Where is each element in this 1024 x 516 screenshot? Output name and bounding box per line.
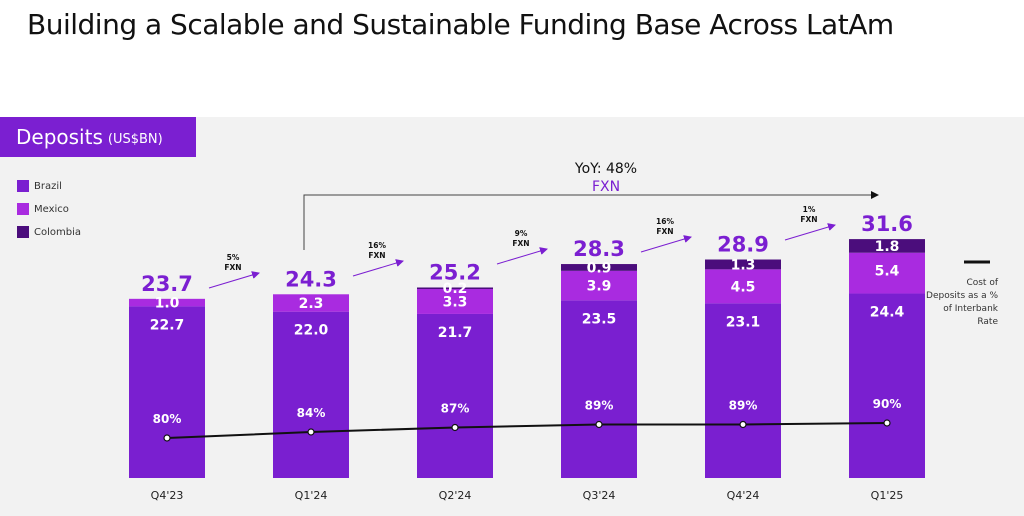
legend-swatch [17,203,29,215]
cost-label: 87% [441,402,470,416]
bar-segment-mexico [561,270,637,301]
x-tick-label: Q1'25 [871,489,904,502]
total-label: 28.9 [717,233,769,257]
bar-segment-colombia [417,287,493,289]
growth-label: FXN [224,263,241,272]
cost-label: 84% [297,406,326,420]
data-label: 22.0 [294,323,329,339]
bar-segment-mexico [273,294,349,312]
cost-point [451,423,459,432]
x-tick-label: Q4'24 [727,489,760,502]
bar-segment-brazil [705,303,781,478]
bar-segment-mexico [129,298,205,307]
growth-label: FXN [368,251,385,260]
data-label: 3.3 [443,294,468,310]
data-label: 1.3 [731,257,756,273]
growth-pct: 16% [368,241,386,250]
bar-segment-mexico [705,269,781,304]
legend-swatch [17,226,29,238]
data-label: 22.7 [150,317,185,333]
x-tick-label: Q3'24 [583,489,616,502]
x-tick-label: Q1'24 [295,489,328,502]
x-tick-label: Q2'24 [439,489,472,502]
growth-pct: 1% [803,205,816,214]
data-label: 0.9 [587,260,612,276]
total-label: 28.3 [573,237,625,261]
legend-swatch [17,180,29,192]
data-label: 0.2 [443,281,468,297]
cost-label: 80% [153,412,182,426]
page-title: Building a Scalable and Sustainable Fund… [27,8,894,41]
data-label: 23.1 [726,314,761,330]
cost-label: 89% [729,399,758,413]
bar-segment-colombia [705,259,781,270]
growth-arrow [496,247,548,265]
cost-point [163,434,171,442]
cost-line [166,422,888,439]
cost-label: 89% [585,399,614,413]
data-label: 24.4 [870,305,905,321]
growth-arrow [784,223,836,241]
growth-arrow [352,259,404,277]
growth-label: FXN [800,215,817,224]
badge-unit: (US$BN) [107,131,163,147]
line-legend-label: Cost of Deposits as a % of Interbank Rate [926,278,999,327]
bar-segment-brazil [561,300,637,478]
cost-point [883,419,891,427]
x-tick-label: Q4'23 [151,489,184,502]
bar-segment-brazil [849,293,925,478]
bar-segment-brazil [273,311,349,478]
total-label: 23.7 [141,272,193,296]
growth-arrow [208,271,260,289]
total-label: 25.2 [429,260,481,284]
growth-pct: 16% [656,217,674,226]
total-label: 31.6 [861,212,913,236]
data-label: 5.4 [875,264,900,280]
cost-label: 90% [873,397,902,411]
legend-label: Mexico [34,203,69,215]
legend-label: Brazil [34,180,62,192]
data-label: 4.5 [731,279,756,295]
cost-point [595,420,603,429]
data-label: 1.0 [155,296,180,312]
data-label: 23.5 [582,311,617,327]
data-label: 2.3 [299,296,324,312]
growth-label: FXN [512,239,529,248]
bar-segment-colombia [561,264,637,271]
data-label: 21.7 [438,325,473,341]
legend-brazil: Brazil [17,180,62,192]
growth-pct: 9% [515,229,528,238]
badge-title: Deposits [16,125,103,149]
bar-segment-brazil [417,313,493,478]
growth-pct: 5% [227,253,240,262]
bar-segment-brazil [129,306,205,478]
legend-mexico: Mexico [17,203,69,215]
yoy-text: YoY: 48% [574,161,637,177]
legend-colombia: Colombia [17,226,81,238]
total-label: 24.3 [285,267,337,291]
growth-arrow [640,235,692,253]
yoy-bracket [303,191,879,250]
data-label: 1.8 [875,239,900,255]
yoy-sub: FXN [592,179,620,195]
legend-label: Colombia [34,226,81,238]
bar-segment-colombia [849,239,925,253]
cost-point [307,428,315,436]
data-label: 3.9 [587,279,612,295]
cost-point [739,420,747,429]
deposits-badge: Deposits (US$BN) [0,117,196,157]
growth-label: FXN [656,227,673,236]
bar-segment-mexico [417,289,493,314]
bar-segment-mexico [849,252,925,294]
